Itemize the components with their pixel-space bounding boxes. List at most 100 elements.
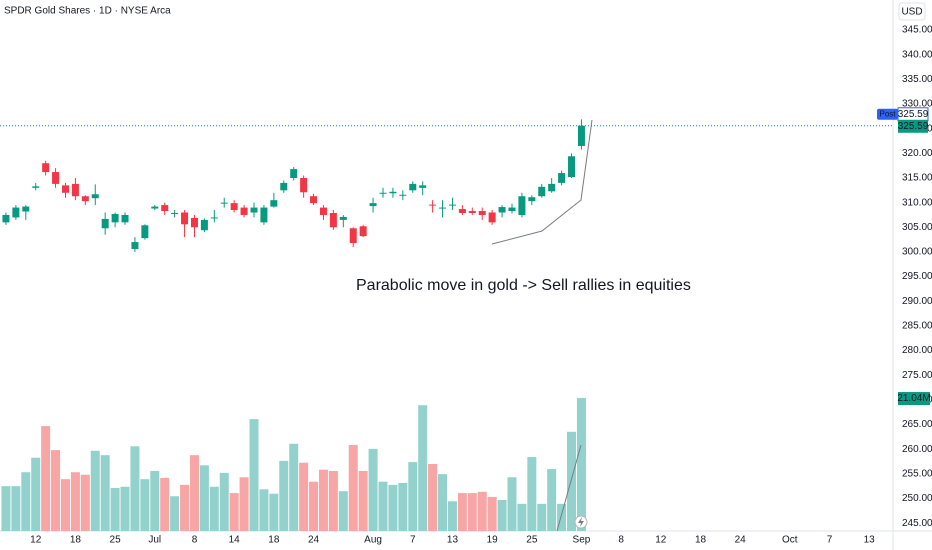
volume-bar	[418, 405, 428, 531]
trend-drawing	[556, 444, 582, 532]
volume-bar	[60, 479, 70, 531]
candle-body	[359, 226, 367, 237]
post-badge-label: Post	[879, 109, 896, 118]
volume-bar	[41, 426, 51, 531]
candle-body	[468, 211, 476, 213]
candle-body	[349, 228, 357, 244]
x-tick-label: 24	[735, 535, 747, 546]
volume-bar	[110, 488, 120, 531]
volume-bar	[428, 464, 438, 531]
y-tick-label: 300.00	[902, 247, 932, 258]
annotation: Parabolic move in gold -> Sell rallies i…	[356, 277, 691, 294]
x-tick-label: 7	[410, 535, 416, 546]
volume-bar	[249, 419, 259, 531]
x-tick-label: 8	[192, 535, 198, 546]
x-tick-label: Sep	[573, 535, 591, 546]
volume-bar	[299, 462, 309, 531]
post-price-label: 325.59	[898, 109, 929, 120]
volume-bar	[398, 482, 408, 531]
y-tick-label: 330.00	[902, 99, 932, 110]
candle-body	[260, 207, 268, 223]
volume-bar	[259, 489, 269, 531]
volume-bar	[269, 493, 279, 531]
volume-bar	[51, 450, 61, 531]
volume-bar	[537, 503, 547, 531]
candle-body	[111, 213, 119, 223]
volume-bar	[497, 500, 507, 531]
volume-bar	[180, 484, 190, 531]
volume-bar	[1, 486, 11, 531]
volume-bar	[150, 470, 160, 531]
volume-bar	[239, 477, 249, 531]
volume-bar	[309, 481, 319, 531]
volume-bar	[517, 503, 527, 531]
currency-box[interactable]	[898, 2, 926, 21]
volume-bar	[378, 481, 388, 531]
y-tick-label: 345.00	[902, 25, 932, 36]
volume-bar	[567, 431, 577, 531]
volume-bar	[318, 469, 328, 531]
y-tick-label: 250.00	[902, 493, 932, 504]
volume-bar	[70, 472, 80, 531]
candle-body	[230, 203, 238, 211]
candle-body	[151, 206, 159, 209]
candle-body	[458, 209, 466, 213]
candle-body	[12, 207, 20, 218]
volume-bar	[368, 448, 378, 531]
y-tick-label: 260.00	[902, 444, 932, 455]
candle-body	[171, 212, 179, 214]
candle-body	[508, 207, 516, 212]
candle-body	[488, 212, 496, 223]
candle-body	[141, 225, 149, 239]
volume-bar	[90, 450, 100, 531]
volume-bar	[170, 496, 180, 531]
axis-layer: 245.00250.00255.00260.00265.00270.00275.…	[0, 25, 932, 546]
candle-body	[498, 207, 506, 213]
x-tick-label: 18	[695, 535, 707, 546]
y-tick-label: 265.00	[902, 419, 932, 430]
candle-body	[369, 203, 377, 207]
last-price-label: 325.59	[898, 121, 929, 132]
x-tick-label: 8	[618, 535, 624, 546]
candle-body	[448, 204, 456, 206]
candle-body	[22, 206, 30, 212]
x-tick-label: 25	[110, 535, 122, 546]
volume-bar	[130, 446, 140, 531]
x-tick-label: Oct	[782, 535, 798, 546]
volume-bar	[348, 445, 358, 531]
volume-bar	[487, 496, 497, 531]
volume-bar	[229, 493, 239, 531]
candle-body	[280, 182, 288, 191]
volume-bar	[160, 477, 170, 531]
volume-bar	[447, 501, 457, 531]
volume-bar	[140, 479, 150, 531]
volume-bar	[388, 484, 398, 531]
x-tick-label: 12	[30, 535, 42, 546]
post-badge	[877, 108, 898, 120]
y-tick-label: 305.00	[902, 222, 932, 233]
x-tick-label: Aug	[364, 535, 382, 546]
x-tick-label: Jul	[148, 535, 161, 546]
volume-bar	[289, 443, 299, 531]
y-tick-label: 335.00	[902, 74, 932, 85]
candle-body	[200, 219, 208, 231]
y-tick-label: 340.00	[902, 49, 932, 60]
candle-body	[71, 183, 79, 197]
candle-body	[161, 205, 169, 212]
y-tick-label: 295.00	[902, 271, 932, 282]
candle-body	[568, 156, 576, 177]
volume-bar	[21, 472, 31, 531]
x-tick-label: 18	[268, 535, 280, 546]
volume-bar	[358, 470, 368, 531]
candle-body	[389, 191, 397, 194]
candle-body	[528, 197, 536, 202]
currency-label[interactable]: USD	[901, 7, 922, 18]
candle-body	[2, 214, 10, 223]
volume-bar	[199, 465, 209, 531]
chart-title: SPDR Gold Shares · 1D · NYSE Arca	[4, 6, 171, 17]
candle-body	[42, 163, 50, 173]
candle-body	[518, 196, 526, 215]
